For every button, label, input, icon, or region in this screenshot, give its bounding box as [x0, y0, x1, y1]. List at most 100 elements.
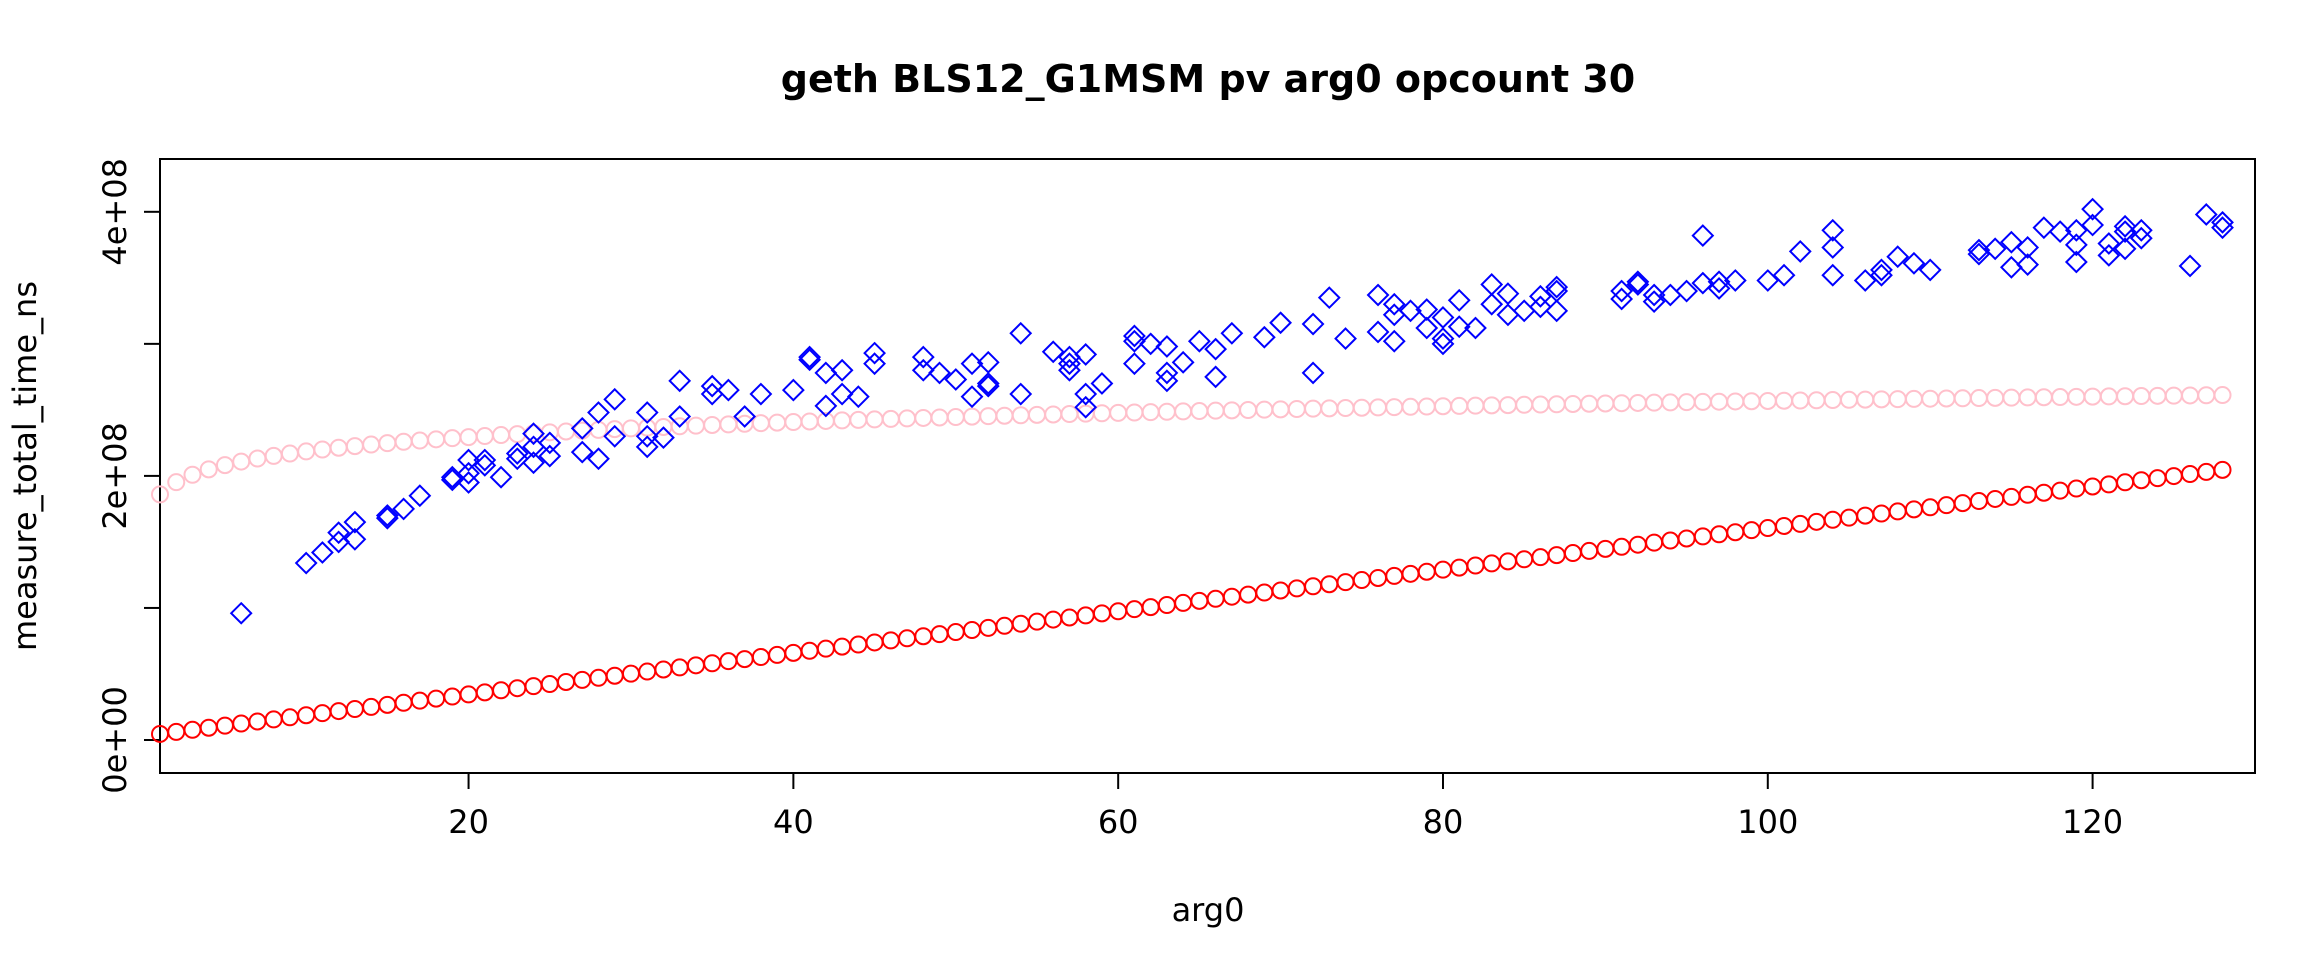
series-1-point	[540, 675, 559, 694]
series-2-point	[781, 378, 805, 402]
series-1-point	[735, 650, 754, 669]
series-0-point	[280, 444, 299, 463]
series-1-point	[963, 620, 982, 639]
series-0-point	[2018, 388, 2037, 407]
x-tick-label: 40	[773, 803, 814, 841]
series-0-point	[1969, 389, 1988, 408]
series-2-point	[863, 341, 886, 365]
series-2-point	[1009, 382, 1033, 406]
series-1-point	[979, 618, 998, 637]
series-0-point	[443, 429, 462, 448]
series-2-point	[457, 471, 480, 494]
series-2-point	[1431, 327, 1455, 350]
series-1-point	[1872, 504, 1891, 523]
series-1-point	[232, 714, 251, 733]
series-2-point	[343, 510, 367, 534]
series-2-point	[570, 416, 594, 440]
series-2-point	[733, 405, 757, 428]
series-1-point	[1125, 600, 1144, 619]
series-1-point	[638, 662, 657, 681]
series-2-point	[1382, 329, 1406, 353]
series-1-point	[394, 693, 413, 712]
series-2-point	[1204, 337, 1228, 361]
series-2-point	[1334, 327, 1357, 350]
series-2-point	[2064, 250, 2088, 274]
series-2-point	[1399, 299, 1422, 323]
series-2-point	[392, 497, 416, 521]
series-2-point	[603, 387, 627, 411]
series-2-point	[700, 374, 724, 398]
series-2-point	[635, 424, 659, 448]
series-2-point	[522, 451, 545, 475]
series-1-point	[427, 689, 446, 708]
series-0-point	[1060, 405, 1079, 424]
series-1-point	[946, 623, 965, 642]
series-2-point	[1691, 224, 1715, 247]
series-1-point	[1547, 546, 1566, 565]
series-2-point	[1058, 358, 1081, 382]
series-1-point	[1839, 508, 1858, 527]
series-0-point	[2213, 386, 2232, 405]
series-1-point	[1888, 502, 1907, 521]
series-1-point	[1044, 610, 1063, 629]
series-1-point	[1628, 535, 1647, 554]
series-0-point	[1450, 396, 1469, 415]
series-0-point	[2116, 387, 2135, 406]
series-0-point	[1888, 390, 1907, 409]
series-0-point	[784, 413, 803, 432]
series-0-point	[297, 442, 316, 461]
series-0-point	[2051, 388, 2070, 407]
series-1-point	[2083, 477, 2102, 496]
series-1-point	[524, 677, 543, 696]
series-0-point	[833, 411, 852, 430]
series-2-point	[1464, 316, 1487, 340]
series-0-point	[1222, 401, 1241, 420]
series-2-point	[1788, 240, 1812, 263]
series-2-point	[327, 521, 351, 545]
series-1-point	[686, 656, 705, 675]
series-2-point	[1415, 298, 1439, 321]
series-2-point	[440, 468, 464, 492]
series-1-point	[492, 681, 511, 700]
series-1-point	[378, 695, 397, 714]
series-0-point	[1174, 402, 1193, 421]
series-1-point	[1206, 589, 1225, 608]
series-1-point	[751, 648, 770, 667]
series-1-point	[849, 635, 868, 654]
series-0-point	[1385, 398, 1404, 417]
series-0-point	[1856, 390, 1875, 409]
series-0-point	[1011, 406, 1030, 425]
series-0-point	[1661, 393, 1680, 412]
series-0-point	[1125, 403, 1144, 422]
series-2-point	[1545, 275, 1569, 299]
series-2-point	[1074, 343, 1098, 366]
series-0-point	[2083, 387, 2102, 406]
series-0-point	[1157, 402, 1176, 421]
series-0-point	[2164, 386, 2183, 405]
series-1-point	[362, 697, 381, 716]
series-2-point	[814, 394, 838, 418]
series-2-point	[1512, 299, 1536, 323]
series-0-point	[313, 440, 332, 459]
series-0-point	[1401, 397, 1420, 416]
series-2-point	[538, 431, 562, 455]
series-0-point	[589, 420, 608, 439]
series-2-point	[1123, 324, 1146, 348]
series-1-point	[1986, 489, 2005, 508]
series-1-point	[605, 666, 624, 685]
series-2-point	[1090, 372, 1114, 395]
series-2-point	[1853, 269, 1877, 292]
series-2-point	[668, 405, 692, 428]
series-2-point	[294, 551, 318, 575]
series-0-point	[1239, 400, 1258, 419]
series-2-point	[1610, 287, 1634, 311]
series-0-point	[930, 408, 949, 427]
series-1-point	[670, 658, 689, 677]
series-0-point	[1580, 394, 1599, 413]
series-1-point	[248, 712, 267, 731]
series-0-point	[2148, 386, 2167, 405]
series-0-point	[865, 410, 884, 429]
y-tick-label: 4e+08	[96, 158, 134, 266]
series-0-point	[1872, 390, 1891, 409]
series-1-point	[443, 687, 462, 706]
